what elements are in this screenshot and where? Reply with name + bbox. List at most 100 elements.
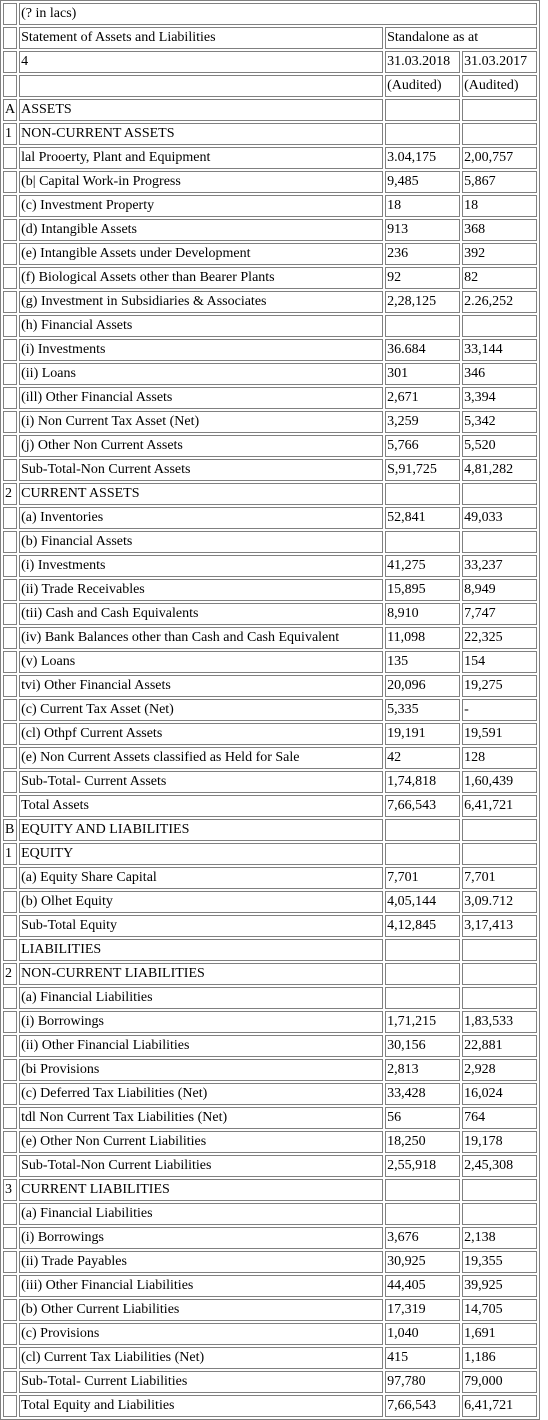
standalone-label: Standalone as at: [385, 27, 538, 49]
value-2018: [385, 939, 461, 961]
value-2018: 52,841: [385, 507, 461, 529]
num-cell: [3, 75, 18, 97]
table-row: (iii) Other Financial Liabilities 44,405 3…: [3, 1275, 538, 1297]
value-2017: 19,355: [462, 1251, 538, 1273]
value-2018: 42: [385, 747, 461, 769]
value-2017: 128: [462, 747, 538, 769]
table-row: (a) Equity Share Capital 7,701 7,701: [3, 867, 538, 889]
row-label: (v) Loans: [19, 651, 384, 673]
row-label: Sub-Total-Non Current Assets: [19, 459, 384, 481]
row-label: (ii) Loans: [19, 363, 384, 385]
row-number: [3, 1227, 18, 1249]
table-row: (ill) Other Financial Assets 2,671 3,394: [3, 387, 538, 409]
table-row: (i) Borrowings 1,71,215 1,83,533: [3, 1011, 538, 1033]
value-2017: 3,17,413: [462, 915, 538, 937]
value-2017: 1,60,439: [462, 771, 538, 793]
num-cell: [3, 3, 18, 25]
value-2018: 236: [385, 243, 461, 265]
table-row: (cl) Othpf Current Assets 19,191 19,591: [3, 723, 538, 745]
row-number: [3, 939, 18, 961]
value-2018: 2,28,125: [385, 291, 461, 313]
value-2017: 16,024: [462, 1083, 538, 1105]
row-number: [3, 1395, 18, 1417]
table-row: Sub-Total Equity 4,12,845 3,17,413: [3, 915, 538, 937]
value-2017: 368: [462, 219, 538, 241]
table-row: (e) Intangible Assets under Development 2…: [3, 243, 538, 265]
ref-number: 4: [19, 51, 384, 73]
value-2017: 392: [462, 243, 538, 265]
value-2018: 11,098: [385, 627, 461, 649]
value-2017: 18: [462, 195, 538, 217]
row-number: [3, 1035, 18, 1057]
row-number: [3, 531, 18, 553]
row-number: [3, 507, 18, 529]
row-number: [3, 1371, 18, 1393]
table-body: (? in lacs) Statement of Assets and Liab…: [3, 3, 538, 1417]
row-number: [3, 579, 18, 601]
value-2017: [462, 819, 538, 841]
statement-title: Statement of Assets and Liabilities: [19, 27, 384, 49]
table-row: (i) Borrowings 3,676 2,138: [3, 1227, 538, 1249]
row-number: [3, 747, 18, 769]
value-2017: 3,09.712: [462, 891, 538, 913]
table-row: (cl) Current Tax Liabilities (Net) 415 1,1…: [3, 1347, 538, 1369]
value-2017: 19,275: [462, 675, 538, 697]
value-2017: 6,41,721: [462, 1395, 538, 1417]
table-row: A ASSETS: [3, 99, 538, 121]
table-row: Total Assets 7,66,543 6,41,721: [3, 795, 538, 817]
value-2018: 56: [385, 1107, 461, 1129]
row-label: (j) Other Non Current Assets: [19, 435, 384, 457]
value-2018: 41,275: [385, 555, 461, 577]
row-label: EQUITY AND LIABILITIES: [19, 819, 384, 841]
row-number: [3, 195, 18, 217]
table-row: (c) Provisions 1,040 1,691: [3, 1323, 538, 1345]
table-row: Sub-Total- Current Assets 1,74,818 1,60,43…: [3, 771, 538, 793]
value-2018: 18,250: [385, 1131, 461, 1153]
table-row: (d) Intangible Assets 913 368: [3, 219, 538, 241]
value-2018: 5,335: [385, 699, 461, 721]
audited-row: (Audited) (Audited): [3, 75, 538, 97]
row-number: [3, 1083, 18, 1105]
row-label: (iii) Other Financial Liabilities: [19, 1275, 384, 1297]
value-2017: [462, 531, 538, 553]
row-number: [3, 627, 18, 649]
row-label: (c) Deferred Tax Liabilities (Net): [19, 1083, 384, 1105]
table-row: B EQUITY AND LIABILITIES: [3, 819, 538, 841]
value-2018: 18: [385, 195, 461, 217]
row-number: [3, 339, 18, 361]
row-label: (f) Biological Assets other than Bearer …: [19, 267, 384, 289]
row-number: [3, 1203, 18, 1225]
table-row: (tii) Cash and Cash Equivalents 8,910 7,74…: [3, 603, 538, 625]
row-number: [3, 267, 18, 289]
value-2017: [462, 1203, 538, 1225]
table-row: (b) Other Current Liabilities 17,319 14,70…: [3, 1299, 538, 1321]
date-2017: 31.03.2017: [462, 51, 538, 73]
row-label: (h) Financial Assets: [19, 315, 384, 337]
value-2018: [385, 843, 461, 865]
value-2017: 1,691: [462, 1323, 538, 1345]
row-label: (ii) Other Financial Liabilities: [19, 1035, 384, 1057]
table-row: lal Prooerty, Plant and Equipment 3.04,17…: [3, 147, 538, 169]
row-number: [3, 1059, 18, 1081]
value-2018: 30,156: [385, 1035, 461, 1057]
row-number: [3, 1275, 18, 1297]
row-label: (i) Borrowings: [19, 1227, 384, 1249]
value-2017: [462, 963, 538, 985]
row-label: Sub-Total- Current Liabilities: [19, 1371, 384, 1393]
table-row: (ii) Loans 301 346: [3, 363, 538, 385]
value-2018: [385, 483, 461, 505]
row-label: LIABILITIES: [19, 939, 384, 961]
value-2018: 33,428: [385, 1083, 461, 1105]
row-number: [3, 555, 18, 577]
table-row: (i) Non Current Tax Asset (Net) 3,259 5,34…: [3, 411, 538, 433]
title-row: Statement of Assets and Liabilities Stan…: [3, 27, 538, 49]
row-number: [3, 411, 18, 433]
value-2017: [462, 987, 538, 1009]
unit-note: (? in lacs): [19, 3, 538, 25]
row-label: (i) Investments: [19, 339, 384, 361]
table-row: (ii) Trade Receivables 15,895 8,949: [3, 579, 538, 601]
row-label: (c) Current Tax Asset (Net): [19, 699, 384, 721]
value-2018: 913: [385, 219, 461, 241]
value-2018: 36.684: [385, 339, 461, 361]
row-number: [3, 387, 18, 409]
